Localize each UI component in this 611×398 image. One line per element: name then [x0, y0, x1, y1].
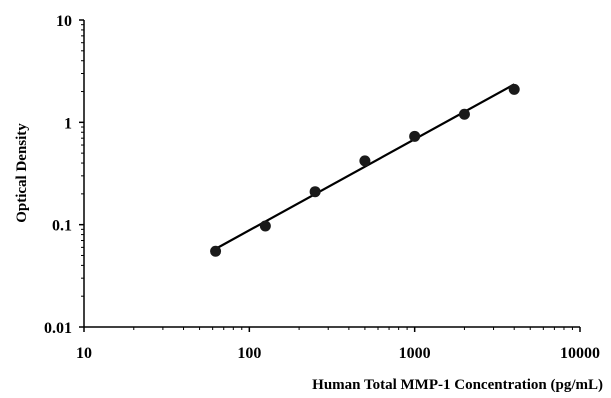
- x-tick-label: 1000: [399, 345, 431, 362]
- data-point: [409, 130, 421, 142]
- tick-labels: 0.01 0.1 1 10 10 100 1000 10000: [44, 13, 600, 362]
- y-tick-label: 10: [56, 13, 72, 30]
- data-point: [458, 108, 470, 120]
- y-tick-label: 0.01: [44, 320, 72, 337]
- x-axis-title: Human Total MMP-1 Concentration (pg/mL): [312, 377, 603, 393]
- data-point: [359, 155, 371, 167]
- data-point: [210, 245, 222, 257]
- x-tick-label: 10: [76, 345, 92, 362]
- data-point: [508, 83, 520, 95]
- x-tick-label: 100: [237, 345, 261, 362]
- data-points: [210, 83, 520, 257]
- data-point: [259, 220, 271, 232]
- x-tick-label: 10000: [560, 345, 600, 362]
- axes: [79, 19, 581, 332]
- y-tick-label: 1: [64, 115, 72, 132]
- data-point: [309, 186, 321, 198]
- y-tick-label: 0.1: [52, 218, 72, 235]
- y-axis-title: Optical Density: [14, 123, 30, 223]
